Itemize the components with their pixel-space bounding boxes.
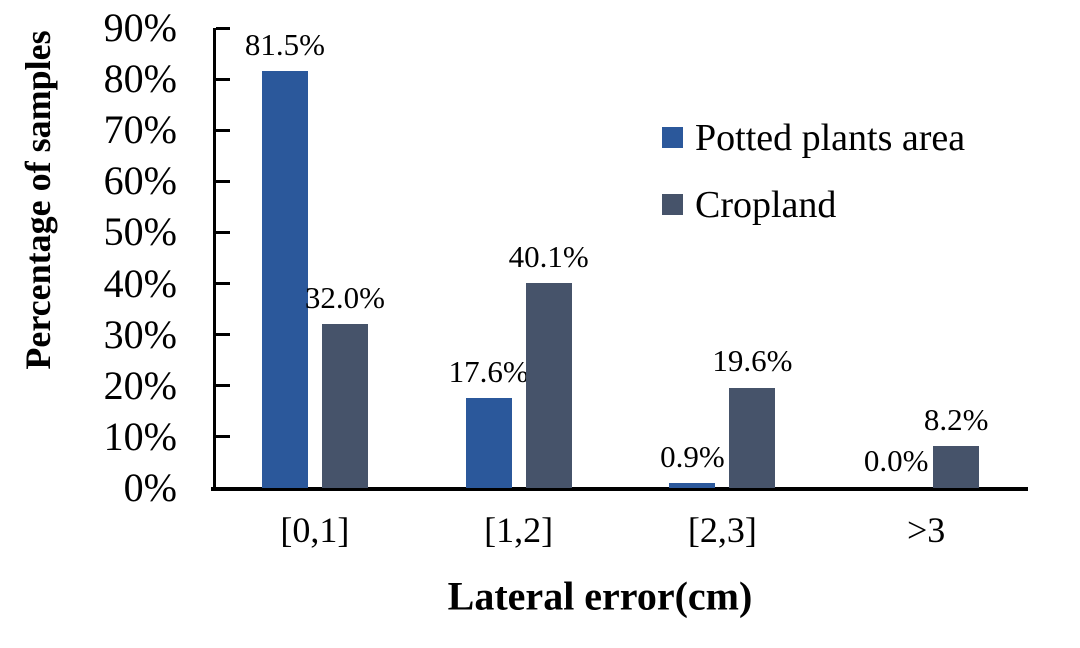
- bar-value-label: 0.9%: [660, 438, 725, 474]
- y-tick-label: 20%: [103, 362, 177, 408]
- y-axis-tick: [216, 179, 230, 183]
- legend-item: Potted plants area: [662, 104, 965, 171]
- y-tick-label: 0%: [123, 465, 177, 510]
- y-axis-tick: [216, 435, 230, 439]
- legend-swatch: [662, 194, 683, 215]
- y-axis-tick: [216, 26, 230, 30]
- y-axis-tick: [216, 230, 230, 234]
- x-axis-line: [211, 487, 1028, 491]
- legend-label: Cropland: [695, 183, 837, 226]
- bar-value-label: 8.2%: [923, 401, 989, 437]
- legend: Potted plants area Cropland: [662, 104, 965, 238]
- legend-label: Potted plants area: [695, 116, 966, 159]
- x-tick-label: [1,2]: [484, 510, 554, 550]
- bar-cropland: [933, 446, 980, 488]
- bar-potted-plants-area: [669, 483, 716, 488]
- bar-cropland: [729, 387, 776, 488]
- y-tick-label: 70%: [103, 107, 177, 153]
- x-tick-label: >3: [906, 510, 946, 550]
- y-axis-tick: [216, 282, 230, 286]
- bar-value-label: 17.6%: [448, 353, 529, 389]
- bar-value-label: 40.1%: [508, 238, 589, 274]
- y-axis-tick: [216, 384, 230, 388]
- y-tick-label: 30%: [103, 311, 177, 357]
- y-axis-tick: [216, 77, 230, 81]
- bar-value-label: 0.0%: [863, 443, 929, 479]
- bar-value-label: 32.0%: [304, 279, 385, 315]
- y-tick-label: 40%: [103, 260, 177, 306]
- x-tick-label: [0,1]: [280, 510, 350, 550]
- y-axis-line: [213, 28, 216, 488]
- y-tick-label: 90%: [103, 5, 177, 50]
- bar-potted-plants-area: [465, 398, 512, 488]
- bar-cropland: [525, 283, 572, 488]
- legend-item: Cropland: [662, 171, 965, 238]
- y-axis-tick: [216, 333, 230, 337]
- x-axis-title: Lateral error(cm): [447, 573, 753, 619]
- y-tick-label: 60%: [103, 158, 177, 204]
- bar-value-label: 81.5%: [244, 26, 325, 62]
- y-tick-label: 50%: [103, 209, 177, 255]
- plot-area: 0% 10% 20% 30% 40% 50% 60% 70% 80% 90% 81.5% 32.0% […: [104, 8, 1028, 548]
- bar-value-label: 19.6%: [712, 343, 793, 379]
- x-tick-label: [2,3]: [687, 510, 757, 550]
- bar-cropland: [321, 324, 368, 488]
- legend-swatch: [662, 127, 683, 148]
- y-tick-label: 80%: [103, 56, 177, 102]
- y-axis-tick: [216, 128, 230, 132]
- y-tick-label: 10%: [103, 413, 177, 459]
- bar-potted-plants-area: [261, 71, 308, 488]
